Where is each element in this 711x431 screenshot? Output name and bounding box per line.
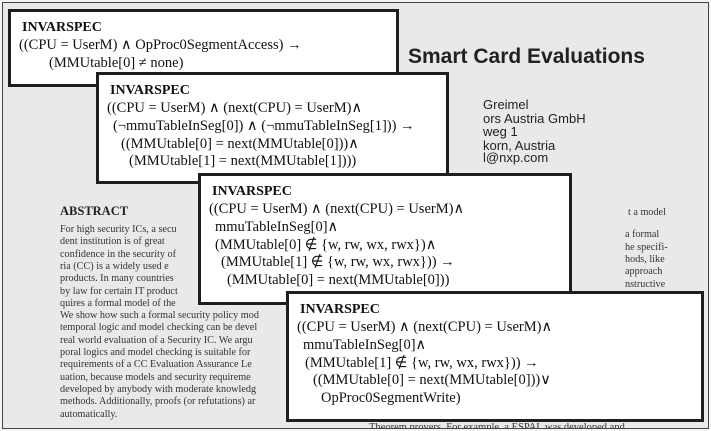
abstract-line: ria (CC) is a widely used e	[60, 260, 169, 272]
spec-box: INVARSPEC ((CPU = UserM) ∧ (next(CPU) = U…	[96, 72, 449, 184]
abstract-line: poral logics and model checking is suita…	[60, 347, 251, 358]
spec-line: (MMUtable[0] ≠ none)	[49, 54, 184, 71]
abstract-line: quires a formal model of the	[60, 297, 176, 309]
spec-line: ((CPU = UserM) ∧ OpProc0SegmentAccess) →	[19, 37, 302, 53]
spec-line: mmuTableInSeg[0]∧	[303, 336, 427, 353]
spec-line: (MMUtable[0] = next(MMUtable[0]))	[227, 272, 450, 289]
abstract-line: dent institution is of great	[60, 236, 165, 248]
right-column-fragment: nstructive	[625, 279, 666, 290]
abstract-line: real world evaluation of a Security IC. …	[60, 334, 253, 346]
right-column-fragment: approach	[625, 266, 663, 277]
abstract-heading: ABSTRACT	[60, 204, 129, 218]
author-fragment: Greimel	[483, 97, 529, 112]
abstract-line: requirements of a CC Evaluation Assuranc…	[60, 359, 252, 371]
right-column-fragment: he specifi-	[625, 242, 668, 253]
spec-box: INVARSPEC ((CPU = UserM) ∧ (next(CPU) = U…	[198, 173, 572, 305]
spec-line: ((MMUtable[0] = next(MMUtable[0]))∧	[121, 135, 359, 152]
spec-line: ((CPU = UserM) ∧ (next(CPU) = UserM)∧	[107, 100, 363, 116]
author-fragment: korn, Austria	[483, 138, 556, 153]
spec-title: INVARSPEC	[300, 302, 380, 317]
abstract-line: For high security ICs, a secu	[60, 224, 177, 235]
abstract-line: confidence in the security of	[60, 248, 176, 260]
spec-line: (MMUtable[1] ∉ {w, rw, wx, rwx})) →	[305, 354, 539, 371]
author-fragment: l@nxp.com	[483, 150, 549, 165]
paper-title: Smart Card Evaluations	[408, 45, 645, 68]
spec-line: mmuTableInSeg[0]∧	[215, 218, 339, 235]
right-column-fragment: hods, like	[625, 254, 665, 265]
author-fragment: weg 1	[483, 124, 518, 139]
spec-line: (MMUtable[1] = next(MMUtable[1])))	[129, 153, 357, 170]
spec-title: INVARSPEC	[110, 83, 190, 98]
spec-box: INVARSPEC ((CPU = UserM) ∧ (next(CPU) = U…	[286, 291, 704, 422]
abstract-line: temporal logic and model checking can be…	[60, 322, 258, 334]
spec-line: ((CPU = UserM) ∧ (next(CPU) = UserM)∧	[209, 201, 465, 217]
spec-line: ((CPU = UserM) ∧ (next(CPU) = UserM)∧	[297, 319, 553, 335]
abstract-line: developed by anybody with moderate knowl…	[60, 383, 257, 395]
abstract-line: methods. Additionally, proofs (or refuta…	[60, 396, 256, 408]
spec-line: (MMUtable[0] ∉ {w, rw, wx, rwx})∧	[215, 236, 437, 253]
abstract-line: products. In many countries	[60, 273, 174, 285]
bottom-line: Theorem provers. For example, a ESPAL wa…	[369, 422, 625, 429]
spec-line: (¬mmuTableInSeg[0]) ∧ (¬mmuTableInSeg[1]…	[113, 117, 415, 134]
author-fragment: ors Austria GmbH	[483, 111, 586, 126]
spec-line: (MMUtable[1] ∉ {w, rw, wx, rwx})) →	[221, 254, 455, 271]
spec-title: INVARSPEC	[22, 20, 102, 35]
abstract-line: uation, because models and security requ…	[60, 371, 251, 383]
spec-line: OpProc0SegmentWrite)	[321, 390, 461, 407]
abstract-line: by law for certain IT product	[60, 285, 178, 297]
spec-title: INVARSPEC	[212, 184, 292, 199]
abstract-line: We show how such a formal security polic…	[60, 310, 259, 322]
spec-line: ((MMUtable[0] = next(MMUtable[0]))∨	[313, 372, 551, 389]
right-column-fragment: t a model	[628, 207, 666, 218]
abstract-line: automatically.	[60, 408, 118, 420]
right-column-fragment: a formal	[625, 229, 660, 240]
